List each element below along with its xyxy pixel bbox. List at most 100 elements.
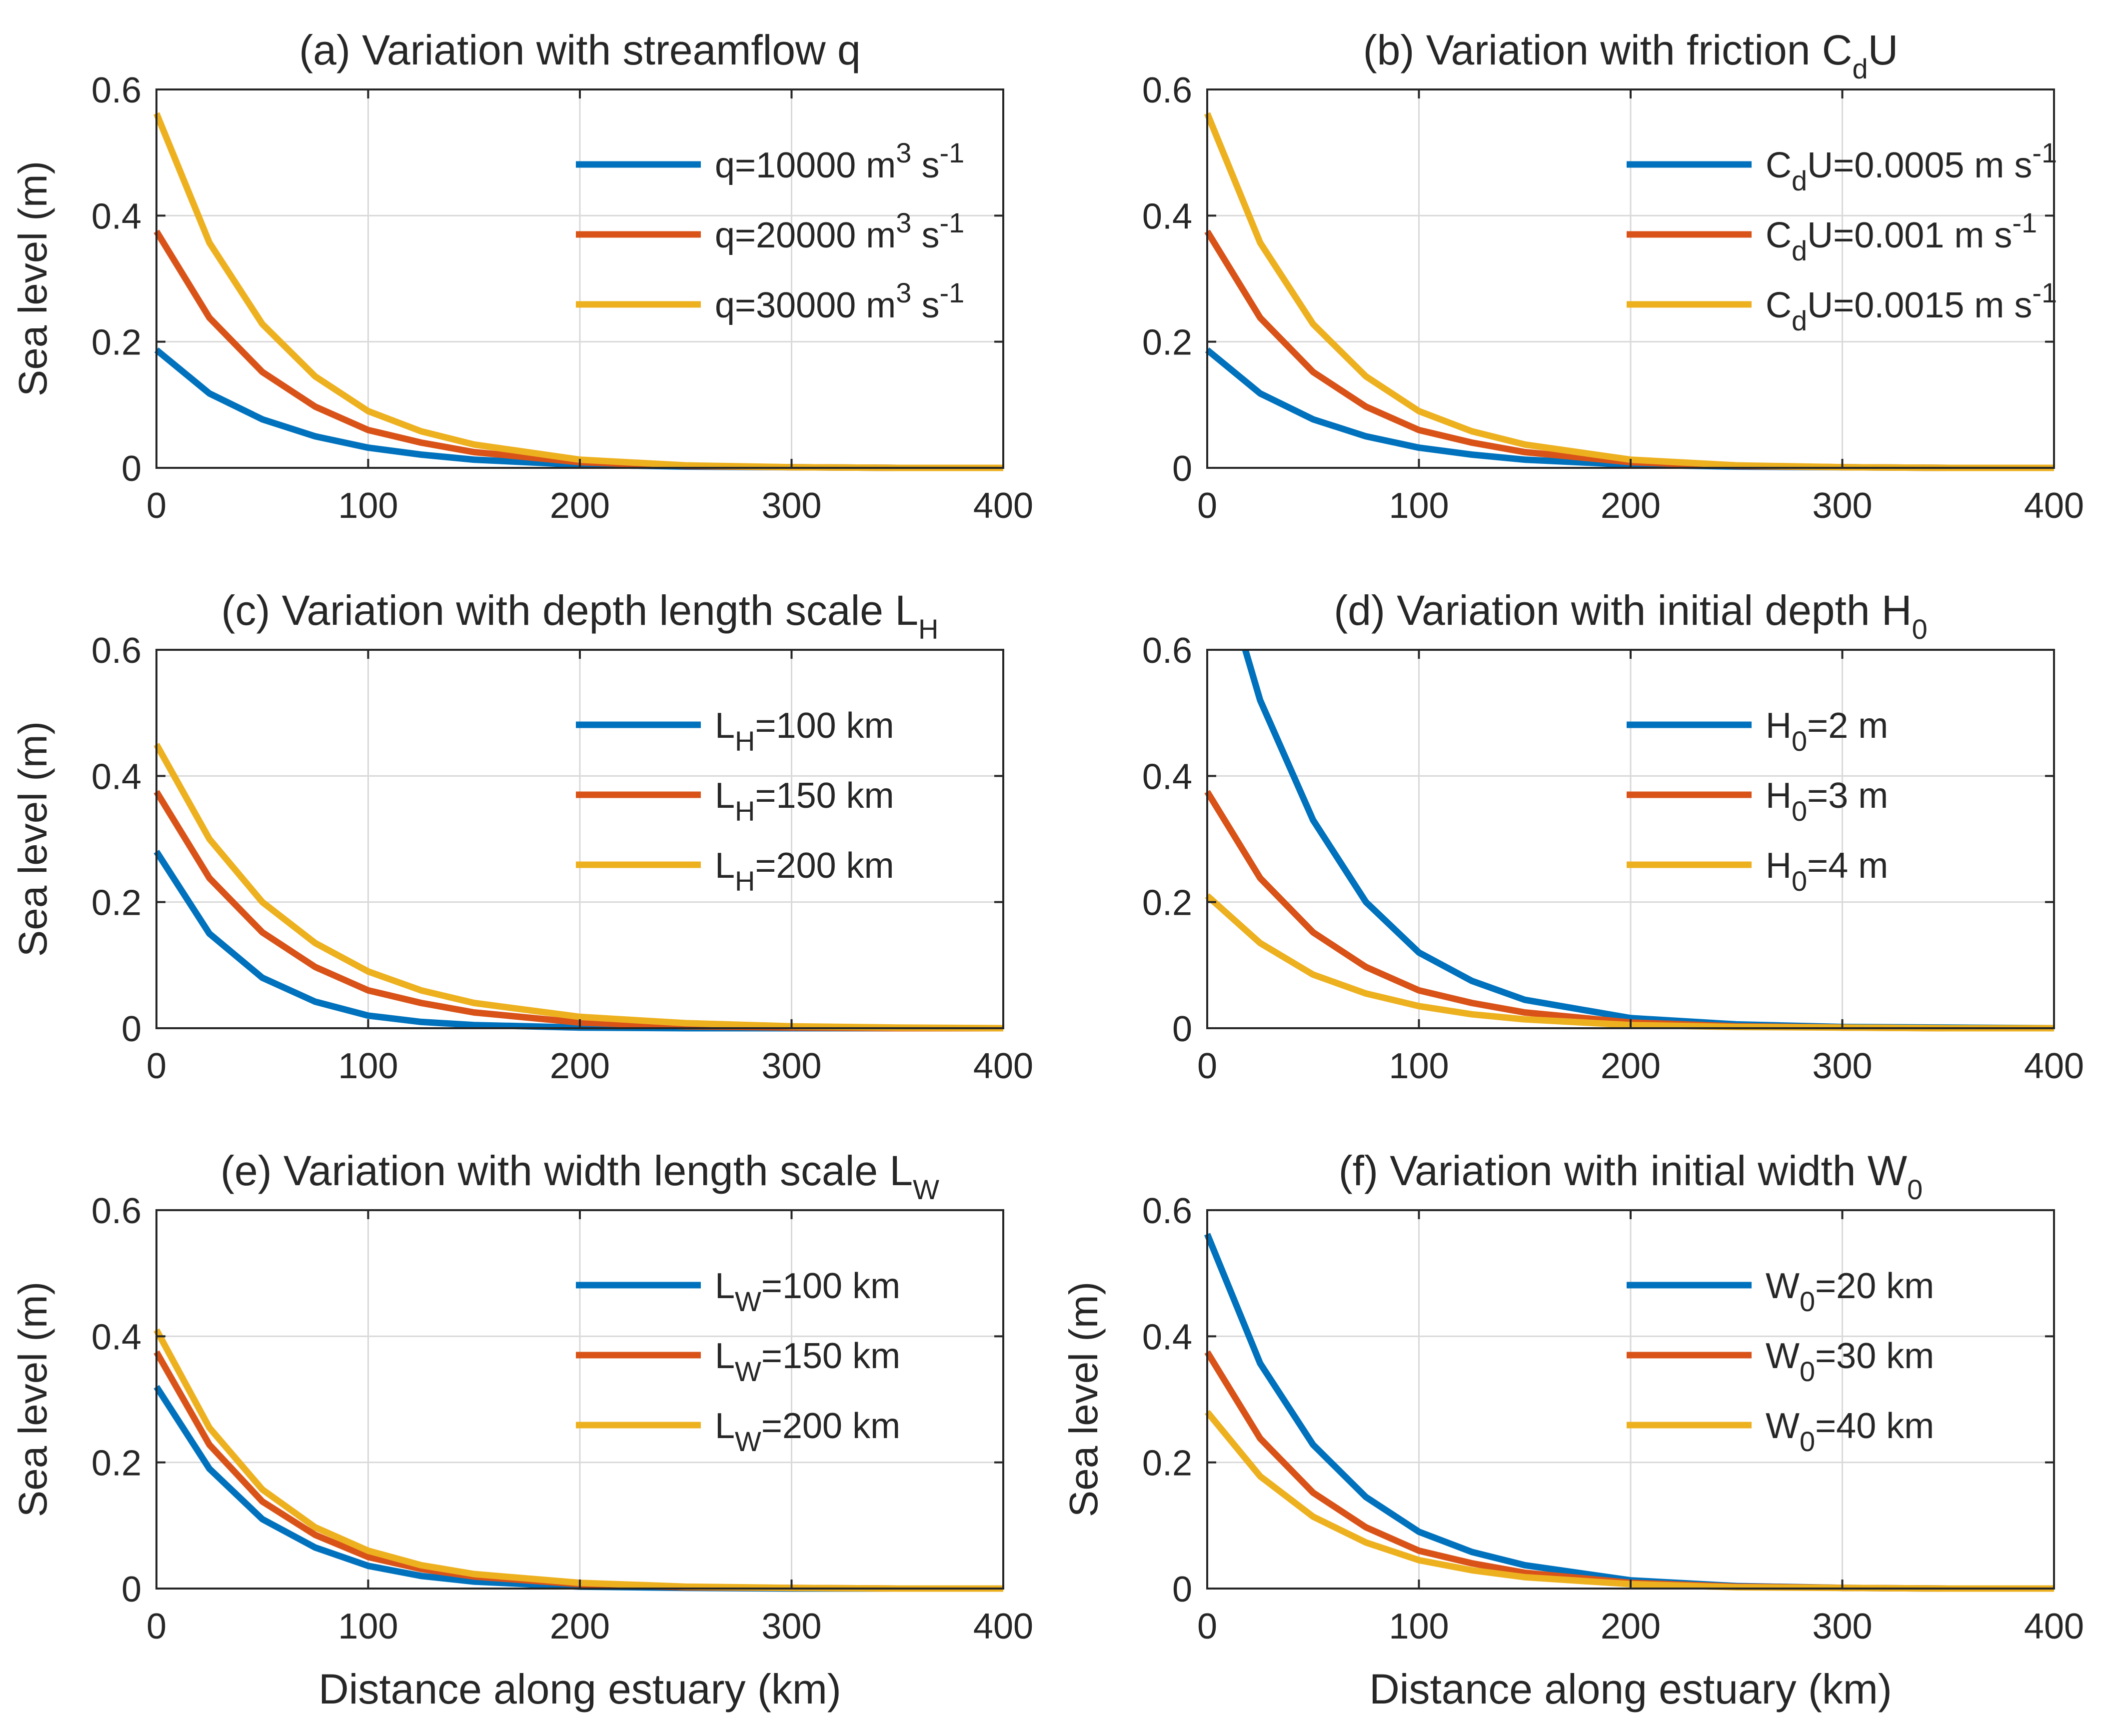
y-tick-label: 0.2 <box>91 323 141 363</box>
legend-subscript: d <box>1792 235 1807 266</box>
panel-title-subscript: W <box>913 1174 939 1205</box>
series-line-1 <box>1242 649 2055 1032</box>
y-tick-label: 0.6 <box>91 631 141 671</box>
legend-text: =150 km <box>761 1336 900 1376</box>
legend-text: =2 m <box>1807 706 1888 746</box>
legend-text: =200 km <box>761 1406 900 1446</box>
legend-subscript: 0 <box>1800 1286 1815 1317</box>
legend-text: W <box>1766 1266 1800 1306</box>
legend-label-3: W0=40 km <box>1766 1406 1934 1457</box>
y-tick-label: 0 <box>1172 1009 1192 1049</box>
legend-superscript: -1 <box>2032 277 2057 308</box>
y-tick-label: 0.6 <box>1142 631 1192 671</box>
y-axis-label: Sea level (m) <box>1061 1282 1106 1517</box>
legend-text: =3 m <box>1807 776 1888 816</box>
panel-d: 0 100 200 300 400 0 0.2 0.4 0.6 (d) Variation wit… <box>1142 587 2084 1086</box>
legend-superscript: 3 <box>896 137 911 168</box>
legend-subscript: 0 <box>1792 865 1807 897</box>
panel-title: (b) Variation with friction CdU <box>1363 26 1899 84</box>
x-tick-label: 300 <box>1812 1607 1872 1647</box>
panel-b: 0 100 200 300 400 0 0.2 0.4 0.6 (b) Variation wit… <box>1142 26 2084 526</box>
y-tick-label: 0 <box>1172 1570 1192 1610</box>
panel-title-subscript: H <box>918 613 938 645</box>
legend-text: L <box>715 1266 735 1306</box>
x-tick-label: 400 <box>973 1607 1033 1647</box>
legend-subscript: H <box>735 865 755 897</box>
x-tick-label: 200 <box>1601 1607 1661 1647</box>
y-tick-label: 0 <box>121 449 141 489</box>
panel-title-main: (c) Variation with depth length scale L <box>221 587 919 634</box>
legend-label-1: q=10000 m3 s-1 <box>715 137 964 185</box>
legend-text: U=0.0015 m s <box>1807 285 2032 325</box>
y-tick-label: 0.6 <box>1142 1191 1192 1231</box>
x-tick-label: 400 <box>973 486 1033 526</box>
legend-label-2: LH=150 km <box>715 776 894 827</box>
y-tick-label: 0.2 <box>91 1444 141 1484</box>
legend-label-2: W0=30 km <box>1766 1336 1934 1387</box>
legend-label-1: W0=20 km <box>1766 1266 1934 1317</box>
legend-text: q=30000 m <box>715 285 896 325</box>
legend-label-2: q=20000 m3 s-1 <box>715 207 964 255</box>
legend-superscript: -1 <box>2012 207 2037 238</box>
legend-superscript: -1 <box>939 277 964 308</box>
x-tick-label: 200 <box>550 1046 610 1086</box>
y-tick-label: 0.4 <box>1142 757 1192 797</box>
legend-subscript: 0 <box>1792 795 1807 827</box>
panel-title-subscript: d <box>1852 53 1868 84</box>
legend-label-3: LW=200 km <box>715 1406 900 1457</box>
panel-title-subscript: 0 <box>1912 613 1928 645</box>
panel-title-main: (d) Variation with initial depth H <box>1334 587 1912 634</box>
x-tick-label: 300 <box>761 1046 821 1086</box>
legend-text: L <box>715 1406 735 1446</box>
legend-subscript: d <box>1792 165 1807 196</box>
legend-label-3: CdU=0.0015 m s-1 <box>1766 277 2057 336</box>
legend-text: =20 km <box>1815 1266 1934 1306</box>
x-tick-label: 0 <box>1197 1607 1217 1647</box>
x-tick-label: 300 <box>1812 1046 1872 1086</box>
legend-text: q=10000 m <box>715 145 896 185</box>
legend-text: H <box>1766 776 1792 816</box>
legend-text: =200 km <box>755 846 894 886</box>
y-tick-label: 0.6 <box>91 1191 141 1231</box>
panel-title: (f) Variation with initial width W0 <box>1339 1147 1923 1205</box>
legend-text: H <box>1766 846 1792 886</box>
x-tick-label: 300 <box>1812 486 1872 526</box>
legend-text: s <box>911 145 939 185</box>
x-tick-label: 200 <box>550 486 610 526</box>
x-tick-label: 100 <box>1389 486 1449 526</box>
x-tick-label: 300 <box>761 1607 821 1647</box>
legend-text: L <box>715 846 735 886</box>
legend-text: =40 km <box>1815 1406 1934 1446</box>
panel-c: 0 100 200 300 400 0 0.2 0.4 0.6 Sea level (m) (c) … <box>10 587 1033 1086</box>
y-axis-label: Sea level (m) <box>10 1282 55 1517</box>
x-tick-label: 200 <box>1601 486 1661 526</box>
legend-superscript: 3 <box>896 207 911 238</box>
legend-superscript: -1 <box>939 137 964 168</box>
legend-text: =30 km <box>1815 1336 1934 1376</box>
x-tick-label: 100 <box>1389 1607 1449 1647</box>
x-tick-label: 400 <box>2024 1046 2084 1086</box>
x-tick-label: 200 <box>550 1607 610 1647</box>
legend-text: =150 km <box>755 776 894 816</box>
x-axis-label: Distance along estuary (km) <box>1369 1666 1892 1713</box>
legend-label-1: H0=2 m <box>1766 706 1888 757</box>
x-tick-label: 0 <box>1197 1046 1217 1086</box>
legend-subscript: 0 <box>1800 1426 1815 1457</box>
x-tick-label: 0 <box>146 1046 166 1086</box>
legend-label-1: CdU=0.0005 m s-1 <box>1766 137 2057 196</box>
legend-text: q=20000 m <box>715 215 896 255</box>
legend-text: =4 m <box>1807 846 1888 886</box>
legend-text: U=0.001 m s <box>1807 215 2012 255</box>
x-tick-label: 100 <box>338 1046 398 1086</box>
legend-text: L <box>715 1336 735 1376</box>
legend-label-2: CdU=0.001 m s-1 <box>1766 207 2037 266</box>
legend-text: s <box>911 215 939 255</box>
x-tick-label: 0 <box>146 1607 166 1647</box>
x-tick-label: 300 <box>761 486 821 526</box>
panel-title: (d) Variation with initial depth H0 <box>1334 587 1927 645</box>
panel-title-suffix: U <box>1868 26 1899 73</box>
panel-title-main: (a) Variation with streamflow q <box>299 26 861 73</box>
y-tick-label: 0 <box>1172 449 1192 489</box>
x-tick-label: 400 <box>2024 486 2084 526</box>
legend-label-1: LH=100 km <box>715 706 894 757</box>
